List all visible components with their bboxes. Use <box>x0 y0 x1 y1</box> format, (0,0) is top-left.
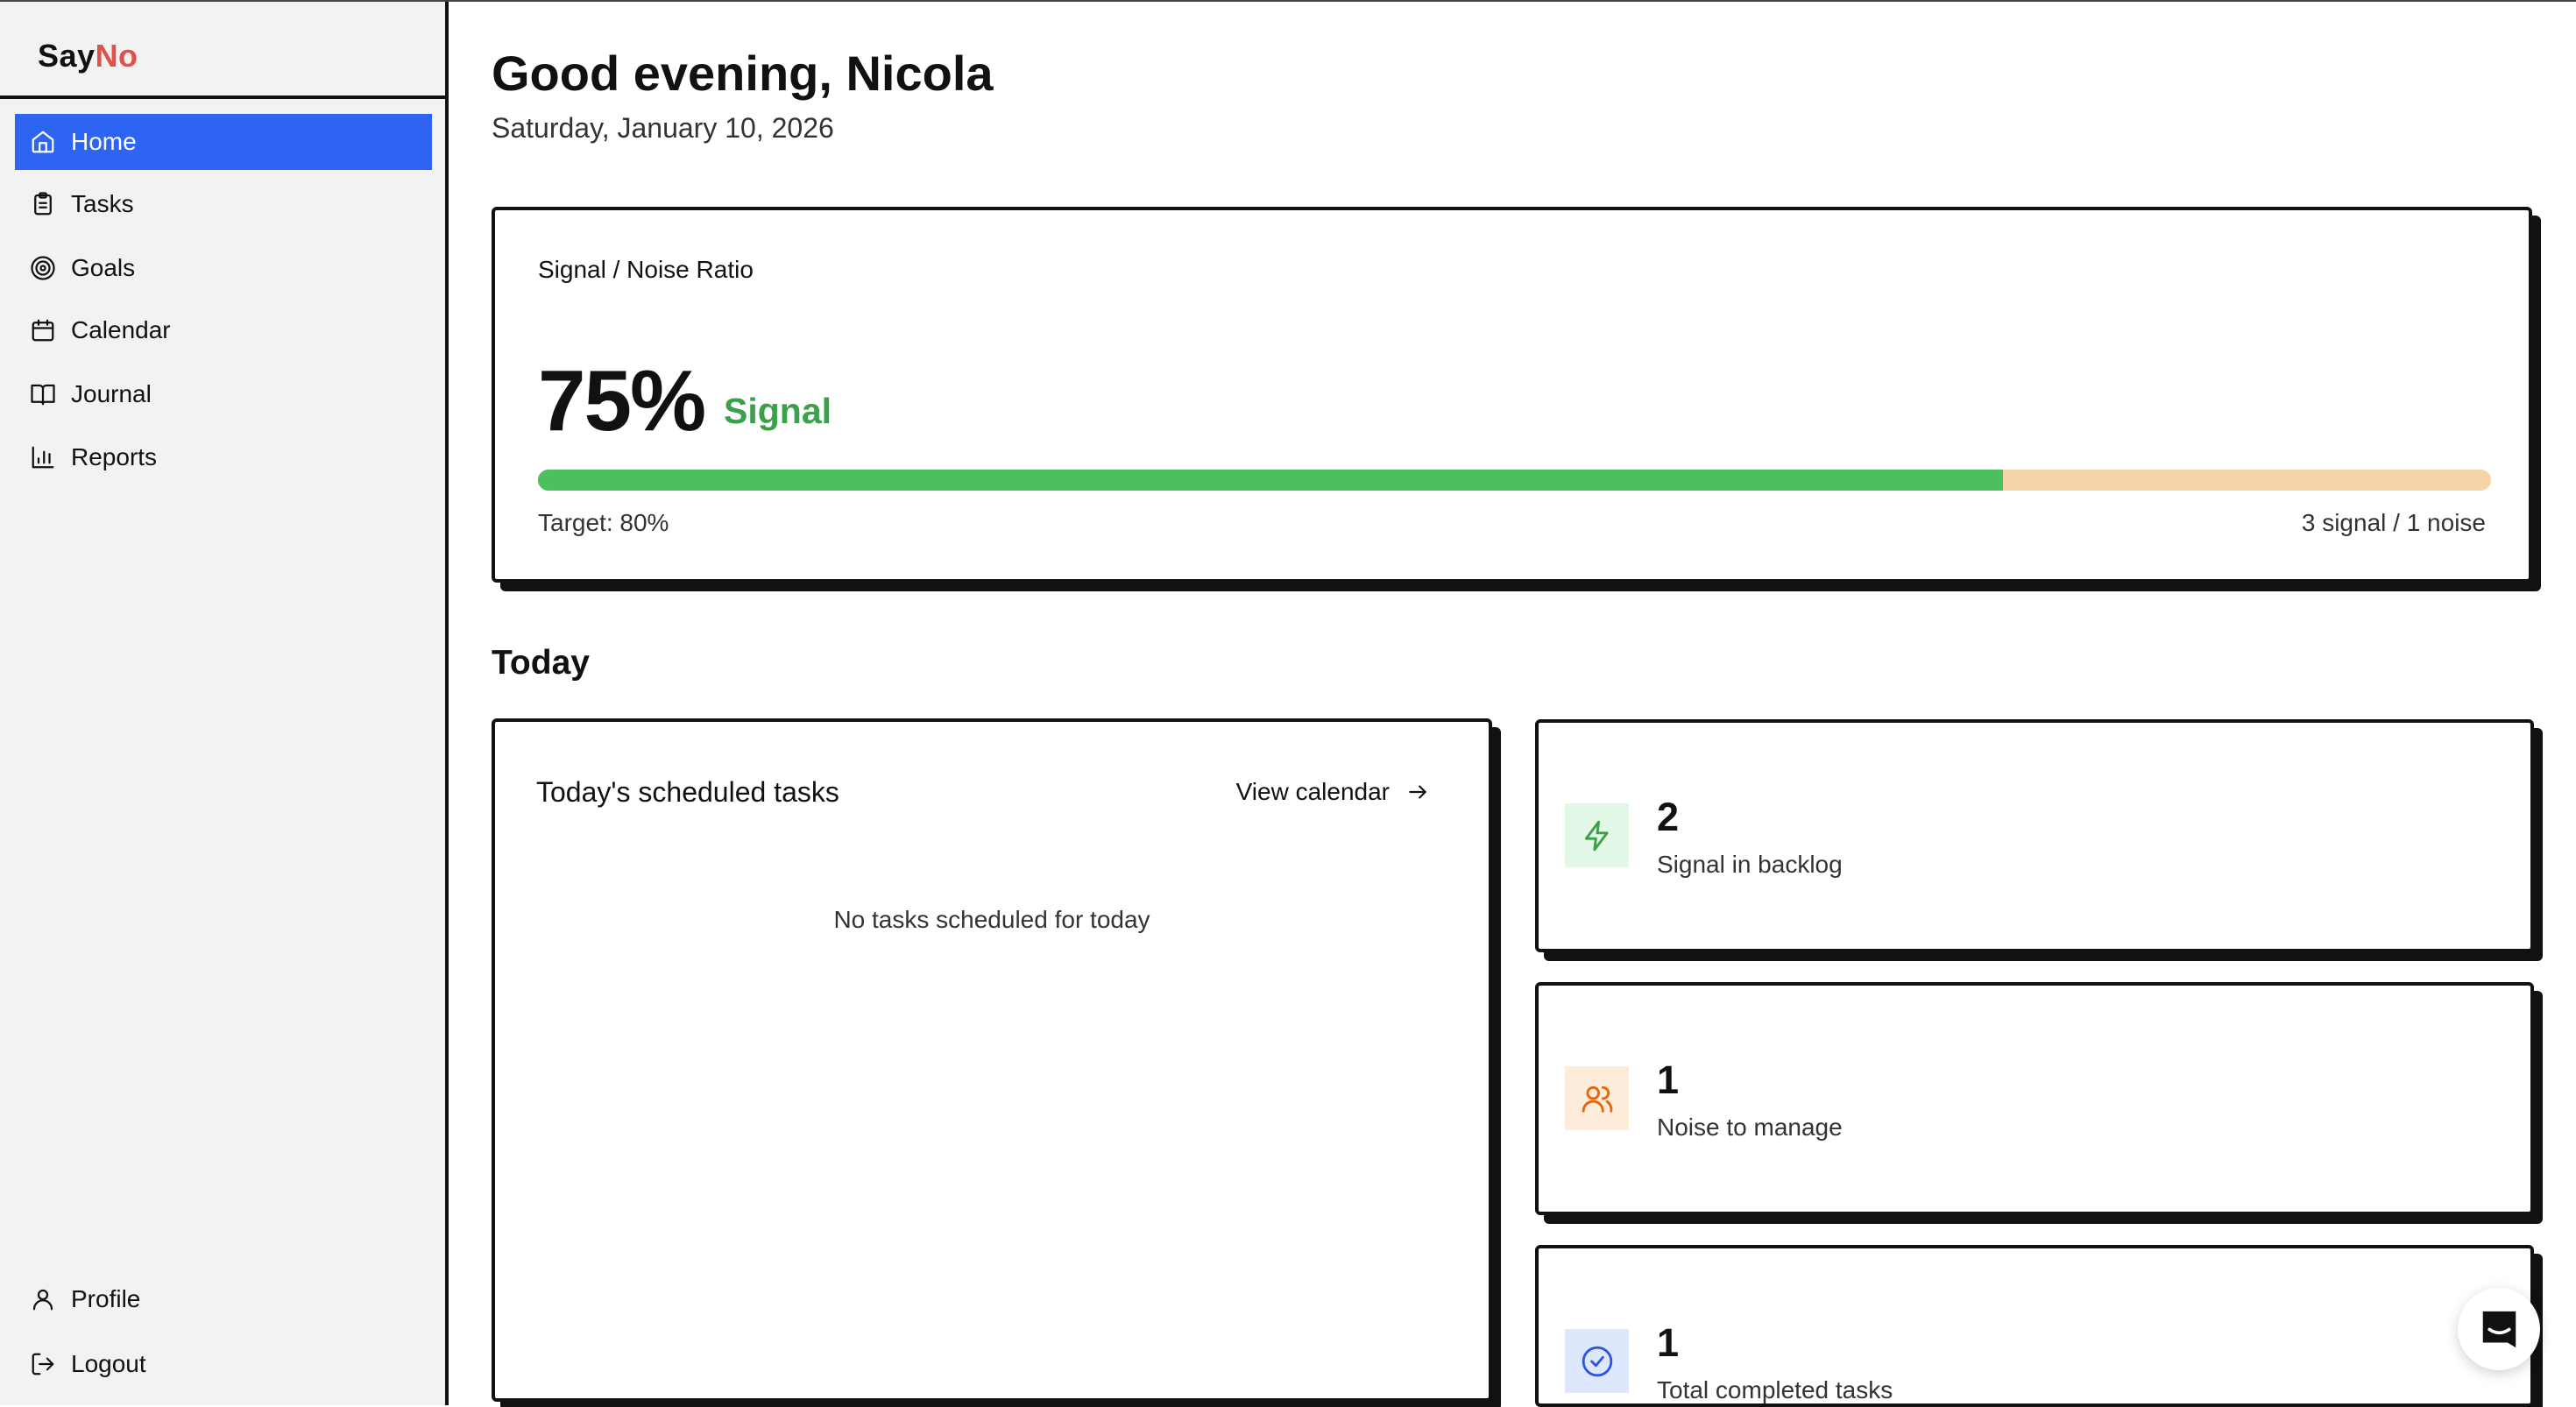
stat-value: 1 <box>1657 1320 1680 1365</box>
chat-button[interactable] <box>2458 1288 2540 1370</box>
lightning-icon <box>1565 803 1629 867</box>
target-icon <box>31 256 55 280</box>
stat-label: Total completed tasks <box>1657 1376 1893 1403</box>
sidebar-item-calendar[interactable]: Calendar <box>15 302 432 358</box>
card-label: Signal / Noise Ratio <box>538 256 754 283</box>
ratio-progress-fill <box>538 470 2003 491</box>
view-calendar-link[interactable]: View calendar <box>1236 778 1429 806</box>
nav-label: Home <box>71 128 137 155</box>
main: Good evening, Nicola Saturday, January 1… <box>492 2 2576 1407</box>
scheduled-tasks-card: Today's scheduled tasks View calendar No… <box>492 718 1492 1402</box>
page-title: Good evening, Nicola <box>492 46 994 101</box>
clipboard-icon <box>34 192 52 216</box>
nav-label: Tasks <box>71 190 134 217</box>
divider <box>0 95 445 99</box>
empty-state: No tasks scheduled for today <box>833 906 1150 933</box>
logout-icon <box>32 1353 54 1375</box>
stat-label: Signal in backlog <box>1657 851 1843 878</box>
nav-label: Journal <box>71 380 152 407</box>
target-text: Target: 80% <box>538 509 669 536</box>
stat-card-completed: 1 Total completed tasks <box>1535 1245 2534 1407</box>
book-icon <box>31 384 55 406</box>
stat-value: 2 <box>1657 795 1680 839</box>
sidebar-item-tasks[interactable]: Tasks <box>15 176 432 232</box>
bar-chart-icon <box>32 446 54 469</box>
sidebar-item-reports[interactable]: Reports <box>15 429 432 485</box>
home-icon <box>32 131 54 153</box>
nav-label: Calendar <box>71 316 171 343</box>
link-label: View calendar <box>1235 778 1390 805</box>
ratio-percent: 75% <box>538 352 706 449</box>
counts-text: 3 signal / 1 noise <box>2301 509 2486 536</box>
nav-label: Profile <box>71 1285 141 1312</box>
calendar-icon <box>32 319 54 342</box>
card-title: Today's scheduled tasks <box>536 776 839 808</box>
stat-label: Noise to manage <box>1657 1114 1843 1141</box>
stat-value: 1 <box>1657 1057 1680 1102</box>
sidebar-item-journal[interactable]: Journal <box>15 366 432 422</box>
ratio-progress-bar <box>538 470 2491 491</box>
user-icon <box>32 1289 53 1311</box>
sidebar: SayNo Home Tasks Goals Calendar Journal … <box>0 2 449 1405</box>
sidebar-item-home[interactable]: Home <box>15 114 432 170</box>
ratio-status: Signal <box>724 391 832 431</box>
section-heading-today: Today <box>492 644 590 682</box>
nav-label: Goals <box>71 254 136 281</box>
chat-icon <box>2482 1311 2516 1347</box>
date: Saturday, January 10, 2026 <box>492 112 834 144</box>
check-circle-icon <box>1565 1329 1629 1393</box>
nav-label: Logout <box>71 1350 146 1377</box>
nav-label: Reports <box>71 443 158 470</box>
logo[interactable]: SayNo <box>38 38 138 74</box>
signal-noise-card: Signal / Noise Ratio 75% Signal Target: … <box>492 207 2532 583</box>
arrow-right-icon <box>1409 785 1427 799</box>
sidebar-item-goals[interactable]: Goals <box>15 240 432 296</box>
sidebar-item-profile[interactable]: Profile <box>15 1271 432 1327</box>
stat-card-noise: 1 Noise to manage <box>1535 982 2534 1215</box>
users-icon <box>1565 1066 1629 1130</box>
stat-card-signal-backlog: 2 Signal in backlog <box>1535 719 2534 952</box>
sidebar-item-logout[interactable]: Logout <box>15 1336 432 1392</box>
